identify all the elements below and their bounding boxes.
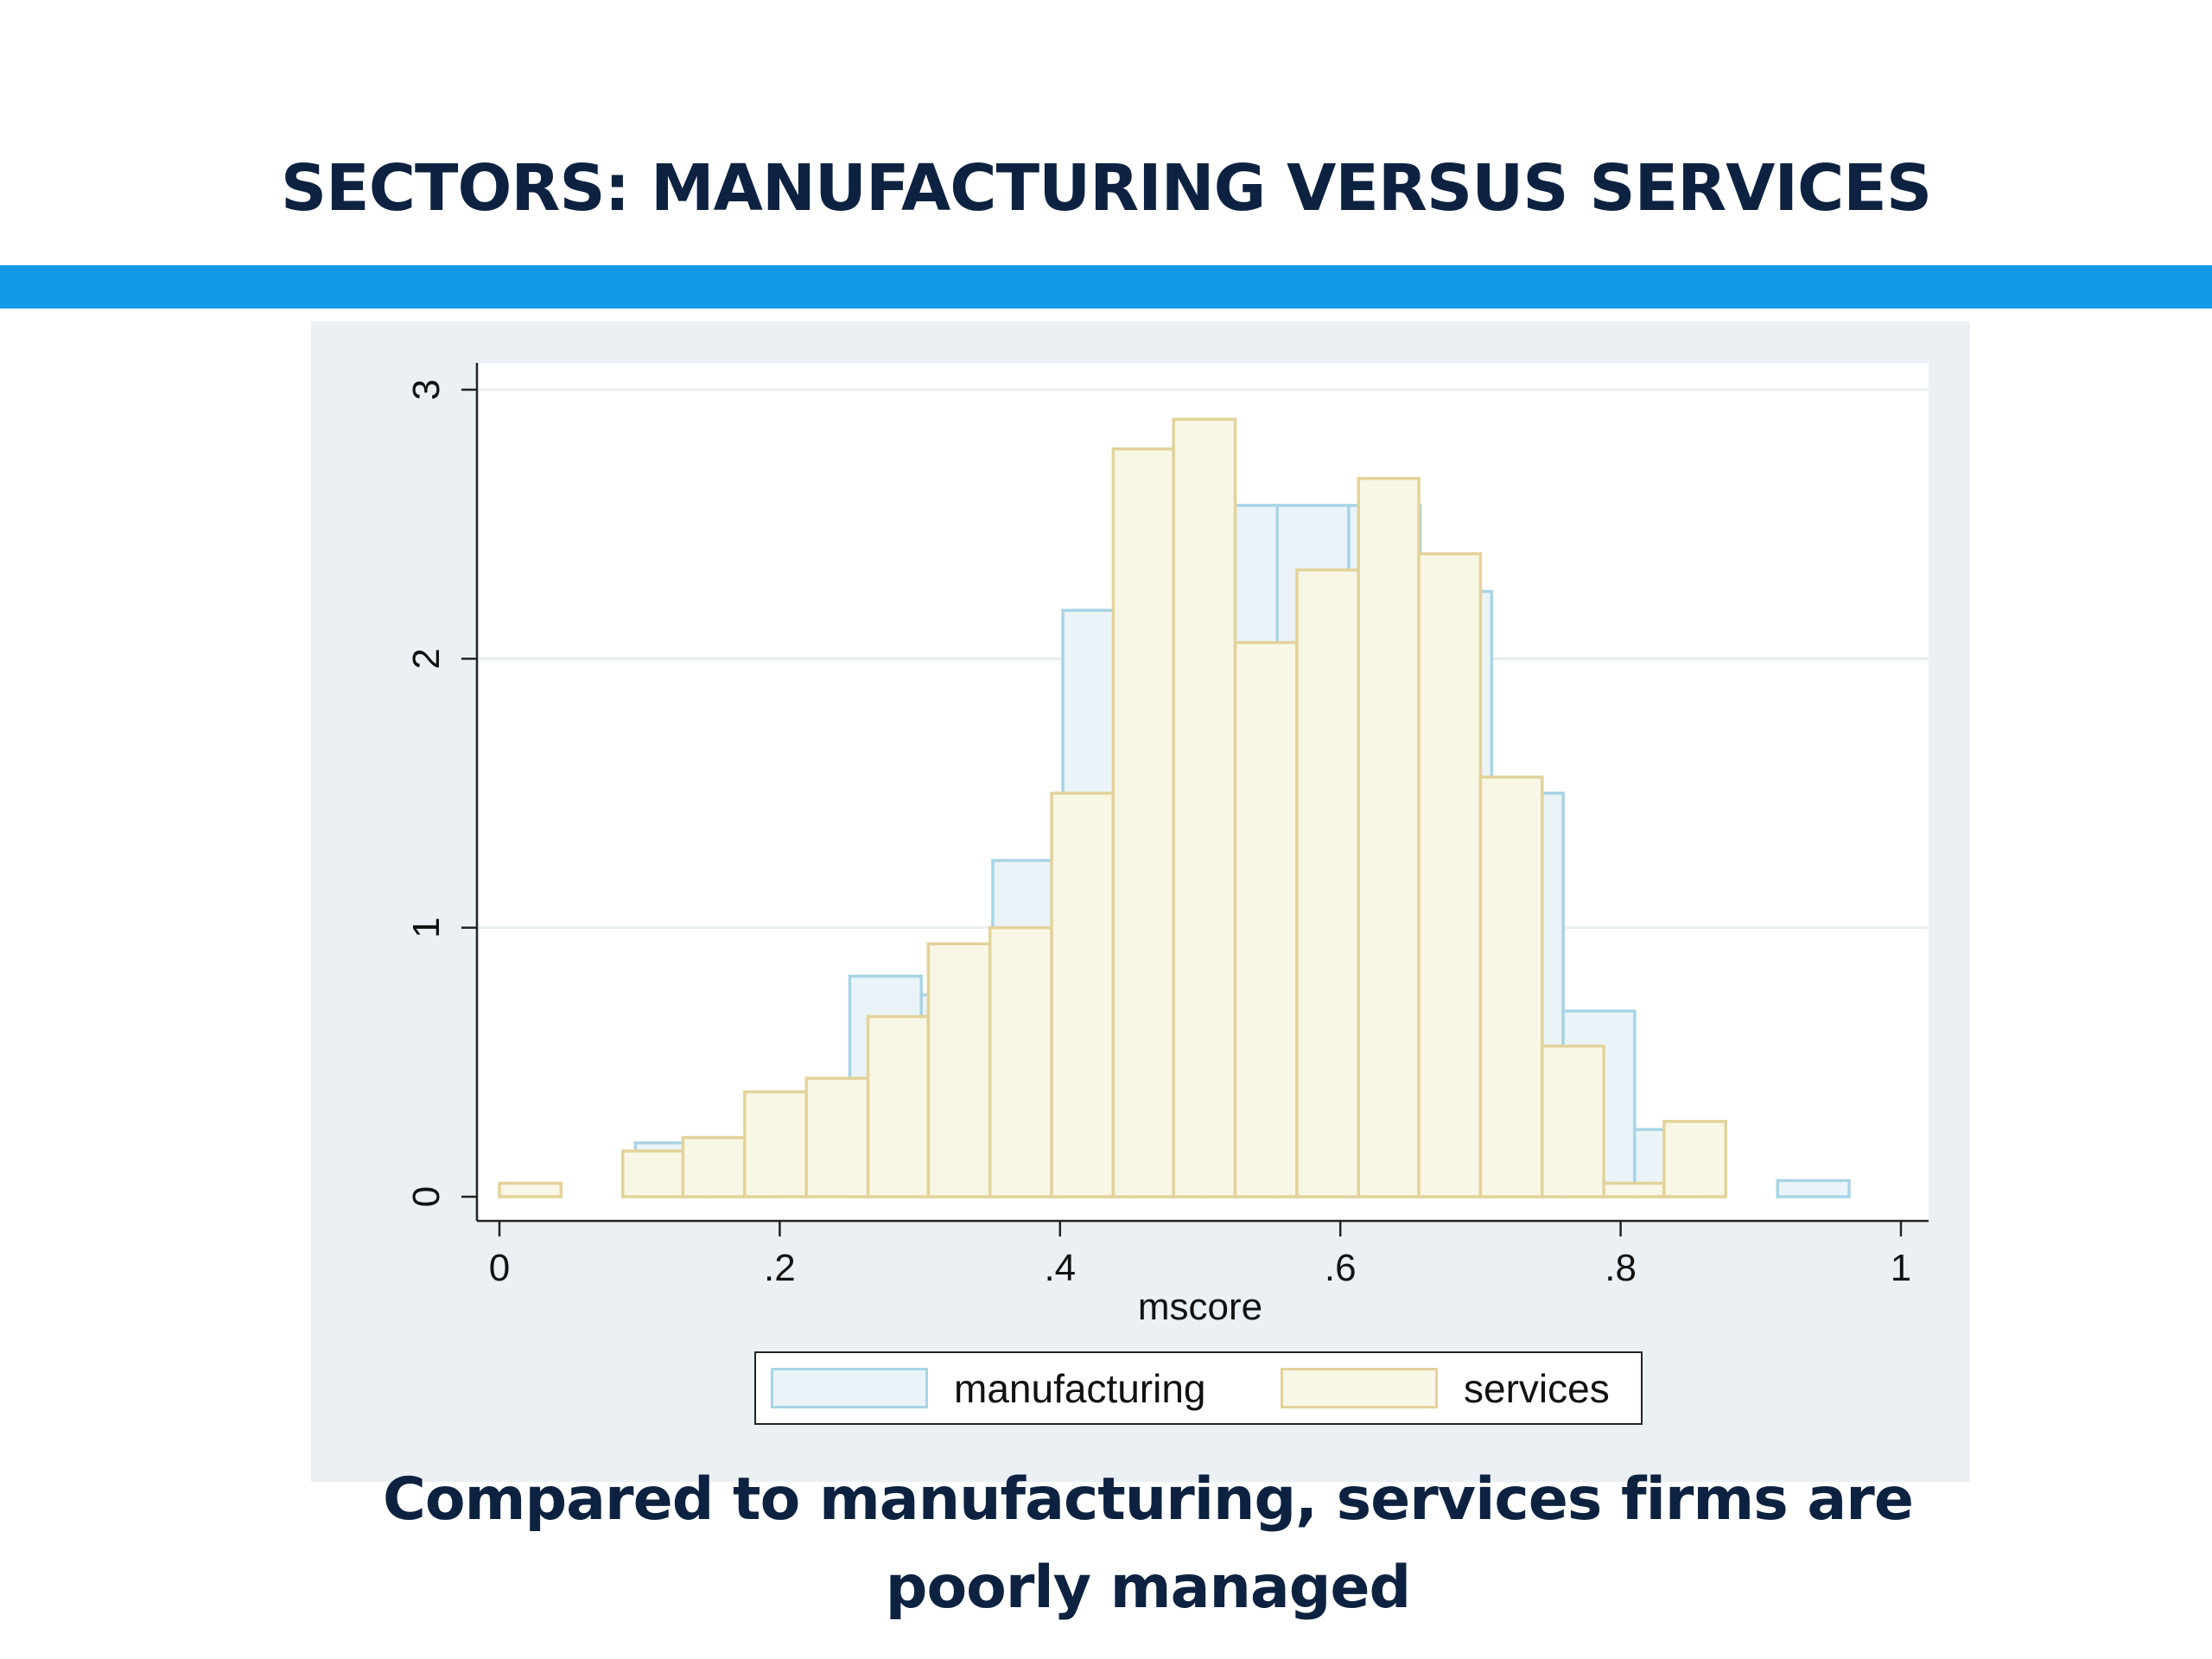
services-bar	[498, 1181, 563, 1198]
x-tick-label: 0	[489, 1247, 510, 1289]
x-tick-label: .6	[1325, 1247, 1357, 1289]
x-tick-label: .8	[1605, 1247, 1637, 1289]
axes: 0 1 2 3 0 .2 .4 .6 .8 1	[405, 363, 1929, 1289]
services-bar	[988, 925, 1053, 1198]
services-bar	[1541, 1044, 1605, 1198]
services-bar	[1417, 552, 1483, 1198]
y-tick-label: 0	[405, 1186, 448, 1207]
chart-legend: manufacturing services	[754, 1351, 1643, 1425]
services-swatch	[1281, 1368, 1438, 1408]
services-bar	[804, 1077, 870, 1198]
slide-title: SECTORS: MANUFACTURING VERSUS SERVICES	[280, 151, 1932, 226]
y-tick-label: 3	[405, 379, 448, 400]
services-bar	[1111, 447, 1175, 1198]
histogram-chart: 0 1 2 3 0 .2 .4 .6 .8 1 mscore manufacturing serv…	[311, 321, 1970, 1482]
legend-item-services: services	[1281, 1353, 1610, 1423]
services-bar	[1050, 791, 1116, 1198]
services-bar	[620, 1149, 685, 1198]
services-bar	[1602, 1181, 1666, 1198]
services-bar	[1295, 568, 1361, 1198]
services-bar	[1478, 775, 1544, 1198]
histogram-svg: 0 1 2 3 0 .2 .4 .6 .8 1 mscore	[405, 363, 1929, 1328]
services-bar	[1662, 1120, 1727, 1198]
x-tick-label: .2	[764, 1247, 796, 1289]
legend-label-manufacturing: manufacturing	[954, 1365, 1206, 1411]
legend-item-manufacturing: manufacturing	[771, 1353, 1206, 1423]
manufacturing-swatch	[771, 1368, 928, 1408]
services-bar	[926, 942, 992, 1198]
services-bars	[498, 417, 1727, 1198]
services-bar	[1233, 640, 1299, 1198]
title-accent-bar	[0, 265, 2212, 308]
y-tick-label: 1	[405, 917, 448, 938]
manufacturing-bar	[1776, 1179, 1851, 1198]
legend-label-services: services	[1464, 1365, 1610, 1411]
y-tick-label: 2	[405, 648, 448, 669]
x-axis-title: mscore	[1138, 1286, 1262, 1328]
slide-caption: Compared to manufacturing, services firm…	[383, 1465, 1914, 1622]
services-bar	[1172, 417, 1237, 1198]
x-tick-label: .4	[1044, 1247, 1076, 1289]
x-tick-label: 1	[1891, 1247, 1911, 1289]
services-bar	[1357, 476, 1421, 1198]
services-bar	[866, 1014, 931, 1198]
services-bar	[681, 1135, 747, 1198]
services-bar	[743, 1090, 808, 1198]
